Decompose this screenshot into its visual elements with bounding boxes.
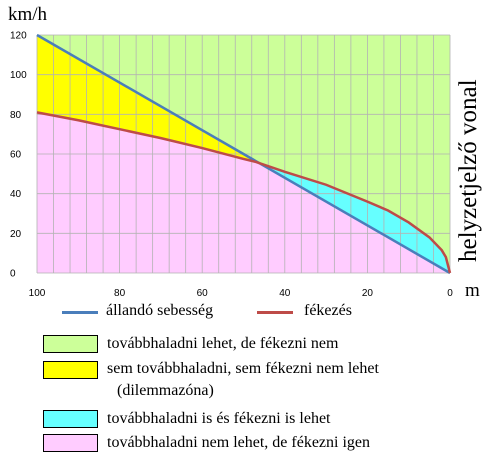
legend-swatch-go-only bbox=[43, 335, 98, 353]
series-line-constant-speed bbox=[36, 33, 451, 275]
legend-label-brake-only: továbbhaladni nem lehet, de fékezni igen bbox=[107, 434, 371, 451]
y-tick-label: 80 bbox=[10, 110, 22, 121]
legend-swatch-dilemma bbox=[43, 361, 98, 379]
region-brake-only bbox=[37, 112, 450, 273]
legend-label-both: továbbhaladni is és fékezni is lehet bbox=[107, 410, 331, 427]
legend-line-braking bbox=[257, 311, 293, 314]
x-tick-label: 20 bbox=[362, 288, 374, 299]
x-tick-label: 60 bbox=[197, 288, 209, 299]
legend-swatch-both bbox=[43, 410, 98, 428]
x-tick-label: 40 bbox=[279, 288, 291, 299]
chart-ticks: 0 20 40 60 80 100 120 100 80 60 40 20 0 bbox=[10, 31, 453, 300]
series-line-braking bbox=[36, 111, 452, 274]
legend-line-constant-speed bbox=[62, 311, 98, 314]
y-tick-label: 60 bbox=[10, 150, 22, 161]
side-label: helyzetjelző vonal bbox=[455, 79, 482, 262]
x-axis-label: m bbox=[465, 280, 480, 301]
legend-label-dilemma-note: (dilemmazóna) bbox=[117, 382, 214, 399]
legend-label-dilemma: sem továbbhaladni, sem fékezni nem lehet bbox=[107, 360, 379, 377]
chart-grid bbox=[36, 34, 451, 274]
chart-series bbox=[36, 33, 452, 275]
x-tick-label: 100 bbox=[29, 288, 46, 299]
y-tick-label: 40 bbox=[10, 189, 22, 200]
legend-label-go-only: továbbhaladni lehet, de fékezni nem bbox=[107, 335, 339, 352]
x-tick-label: 0 bbox=[447, 288, 453, 299]
y-tick-label: 0 bbox=[10, 269, 16, 280]
legend-swatch-brake-only bbox=[43, 434, 98, 452]
y-axis-label: km/h bbox=[8, 4, 48, 25]
y-tick-label: 100 bbox=[10, 70, 27, 81]
y-tick-label: 120 bbox=[10, 31, 27, 42]
legend-label-braking: fékezés bbox=[304, 302, 352, 319]
y-tick-label: 20 bbox=[10, 229, 22, 240]
legend-label-constant-speed: állandó sebesség bbox=[106, 302, 214, 319]
x-tick-label: 80 bbox=[114, 288, 126, 299]
